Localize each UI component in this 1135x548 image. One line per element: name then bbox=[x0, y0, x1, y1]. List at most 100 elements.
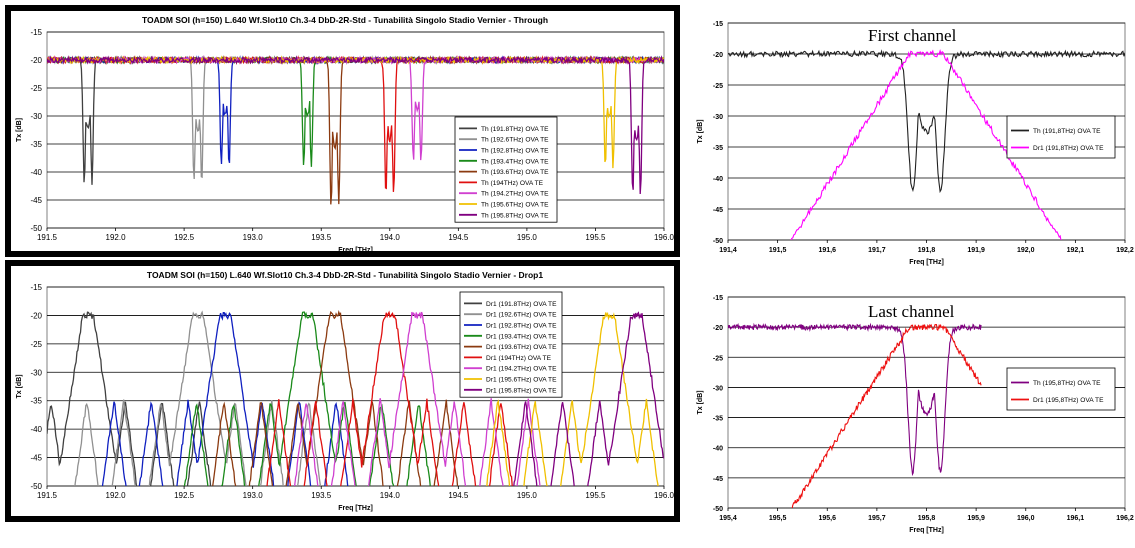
x-tick-label: 192.0 bbox=[106, 491, 127, 500]
y-tick-label: -30 bbox=[30, 368, 42, 377]
x-tick-label: 195.5 bbox=[585, 233, 606, 242]
series-line bbox=[47, 55, 664, 195]
x-tick-label: 192.0 bbox=[106, 233, 127, 242]
y-tick-label: -15 bbox=[713, 295, 723, 302]
y-tick-label: -50 bbox=[30, 224, 42, 233]
plot-area bbox=[46, 286, 665, 487]
x-tick-label: 195,9 bbox=[967, 515, 985, 522]
chart-first-group: -15 -20 -25 -30 -35 -40 -45 -50 191,4 191,5 191,6 1… bbox=[697, 21, 1134, 266]
y-axis-label: Tx [dB] bbox=[697, 390, 704, 414]
legend-label: Dr1 (195,8THz) OVA TE bbox=[1033, 397, 1104, 404]
legend-label: Th (193.4THz) OVA TE bbox=[481, 158, 549, 165]
y-tick-label: -35 bbox=[30, 397, 42, 406]
x-tick-label: 195.0 bbox=[517, 491, 538, 500]
x-tick-label: 195,4 bbox=[719, 515, 737, 522]
chart-title: First channel bbox=[868, 26, 957, 45]
chart-title: Last channel bbox=[868, 302, 955, 321]
legend-label: Th (192.8THz) OVA TE bbox=[481, 148, 549, 155]
x-tick-label: 193.5 bbox=[311, 233, 332, 242]
legend-label: Th (194.2THz) OVA TE bbox=[481, 191, 549, 198]
x-tick-label: 194.5 bbox=[448, 233, 469, 242]
legend-label: Dr1 (193.6THz) OVA TE bbox=[486, 344, 557, 351]
plot-area bbox=[46, 31, 665, 229]
legend-label: Th (192.6THz) OVA TE bbox=[481, 137, 549, 144]
y-tick-label: -40 bbox=[713, 176, 723, 183]
series-group bbox=[728, 322, 982, 508]
x-tick-label: 193.5 bbox=[311, 491, 332, 500]
y-axis-label: Tx [dB] bbox=[16, 118, 23, 142]
x-tick-label: 194.0 bbox=[380, 491, 401, 500]
last-channel-chart: -15 -20 -25 -30 -35 -40 -45 -50 195,4 195,5 195,6 1… bbox=[697, 295, 1134, 534]
x-tick-label: 195,7 bbox=[868, 515, 886, 522]
x-axis-label: Freq [THz] bbox=[338, 505, 373, 512]
legend-label: Dr1 (192.6THz) OVA TE bbox=[486, 312, 557, 319]
y-tick-label: -30 bbox=[30, 112, 42, 121]
chart-last-group: -15 -20 -25 -30 -35 -40 -45 -50 195,4 195,5 195,6 1… bbox=[697, 295, 1134, 534]
series-line bbox=[791, 323, 982, 508]
x-tick-label: 196.0 bbox=[654, 491, 675, 500]
y-tick-label: -45 bbox=[713, 207, 723, 214]
last-channel-panel: -15 -20 -25 -30 -35 -40 -45 -50 195,4 195,5 195,6 1… bbox=[690, 285, 1135, 548]
series-line bbox=[728, 322, 982, 477]
legend-box bbox=[1006, 115, 1116, 159]
x-tick-label: 192,1 bbox=[1067, 247, 1085, 254]
y-tick-label: -20 bbox=[713, 52, 723, 59]
x-tick-label: 193.0 bbox=[243, 233, 264, 242]
y-tick-label: -15 bbox=[713, 21, 723, 28]
x-tick-label: 194.5 bbox=[448, 491, 469, 500]
x-tick-label: 194.0 bbox=[380, 233, 401, 242]
x-tick-label: 191,8 bbox=[918, 247, 936, 254]
series-group bbox=[728, 49, 1125, 240]
series-line bbox=[74, 310, 322, 486]
y-tick-label: -35 bbox=[713, 145, 723, 152]
x-tick-label: 196.0 bbox=[654, 233, 675, 242]
legend-label: Dr1 (191.8THz) OVA TE bbox=[486, 301, 557, 308]
series-group bbox=[47, 310, 664, 486]
y-tick-label: -50 bbox=[30, 482, 42, 491]
y-tick-label: -35 bbox=[713, 416, 723, 423]
x-tick-label: 191,7 bbox=[868, 247, 886, 254]
legend-label: Dr1 (191,8THz) OVA TE bbox=[1033, 145, 1104, 152]
x-axis-label: Freq [THz] bbox=[338, 247, 373, 254]
drop-chart: TOADM SOI (h=150) L.640 Wf.Slot10 Ch.3-4… bbox=[11, 266, 675, 516]
first-channel-chart: -15 -20 -25 -30 -35 -40 -45 -50 191,4 191,5 191,6 1… bbox=[697, 21, 1134, 266]
legend-label: Dr1 (195.6THz) OVA TE bbox=[486, 377, 557, 384]
y-tick-label: -40 bbox=[30, 425, 42, 434]
legend-label: Th (195.8THz) OVA TE bbox=[481, 212, 549, 219]
series-line bbox=[183, 311, 431, 486]
y-tick-label: -20 bbox=[30, 56, 42, 65]
y-tick-label: -50 bbox=[713, 238, 723, 245]
x-tick-label: 191,5 bbox=[769, 247, 787, 254]
series-line bbox=[728, 49, 1125, 194]
y-tick-label: -50 bbox=[713, 506, 723, 513]
x-tick-label: 191,9 bbox=[967, 247, 985, 254]
legend-label: Dr1 (193.4THz) OVA TE bbox=[486, 333, 557, 340]
y-tick-label: -40 bbox=[713, 446, 723, 453]
y-axis-label: Tx [dB] bbox=[697, 119, 704, 143]
y-tick-label: -35 bbox=[30, 140, 42, 149]
y-tick-label: -25 bbox=[30, 84, 42, 93]
series-line bbox=[486, 311, 659, 486]
chart-title: TOADM SOI (h=150) L.640 Wf.Slot10 Ch.3-4… bbox=[147, 270, 543, 280]
x-tick-label: 195.5 bbox=[585, 491, 606, 500]
y-tick-label: -25 bbox=[30, 340, 42, 349]
x-tick-label: 196,1 bbox=[1067, 515, 1085, 522]
series-line bbox=[790, 49, 1062, 240]
series-group bbox=[47, 54, 664, 205]
chart-title: TOADM SOI (h=150) L.640 Wf.Slot10 Ch.3-4… bbox=[142, 15, 548, 25]
x-axis-label: Freq [THz] bbox=[909, 527, 944, 534]
legend-label: Th (193.6THz) OVA TE bbox=[481, 169, 549, 176]
legend-label: Dr1 (192.8THz) OVA TE bbox=[486, 323, 557, 330]
x-tick-label: 195,6 bbox=[818, 515, 836, 522]
drop-chart-panel: TOADM SOI (h=150) L.640 Wf.Slot10 Ch.3-4… bbox=[5, 260, 680, 522]
legend-label: Th (195,8THz) OVA TE bbox=[1033, 380, 1101, 387]
y-tick-label: -20 bbox=[713, 325, 723, 332]
y-tick-label: -45 bbox=[713, 476, 723, 483]
y-tick-label: -45 bbox=[30, 454, 42, 463]
x-tick-label: 196,2 bbox=[1116, 515, 1134, 522]
y-tick-label: -40 bbox=[30, 168, 42, 177]
legend-label: Th (195.6THz) OVA TE bbox=[481, 202, 549, 209]
legend-label: Dr1 (194.2THz) OVA TE bbox=[486, 366, 557, 373]
